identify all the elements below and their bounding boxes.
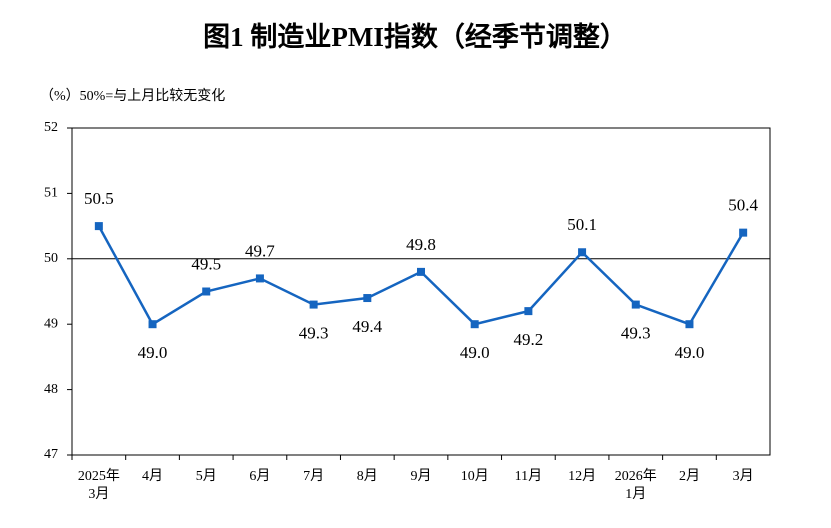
point: [631, 300, 640, 309]
y-tick-label: 50: [44, 251, 58, 266]
x-tick-label: 9月: [411, 468, 432, 484]
point: [739, 228, 748, 237]
x-tick-label: 12月: [568, 468, 596, 484]
chart-title: 图1 制造业PMI指数（经季节调整）: [203, 21, 627, 52]
x-tick-label: 2025年 3月: [78, 468, 120, 502]
x-tick-label: 7月: [303, 468, 324, 484]
point: [202, 287, 211, 296]
plot-frame: [71, 127, 771, 456]
data-label: 49.4: [352, 317, 382, 336]
data-label: 49.8: [406, 235, 436, 254]
point: [148, 320, 157, 329]
chart-subtitle: （%）50%=与上月比较无变化: [40, 88, 225, 104]
point: [685, 320, 694, 329]
x-tick-label: 3月: [733, 468, 754, 484]
point: [363, 294, 372, 303]
data-label: 49.5: [191, 254, 221, 273]
y-tick-label: 48: [44, 382, 58, 397]
data-label: 50.5: [84, 189, 114, 208]
data-label: 49.0: [675, 343, 705, 362]
data-label: 49.3: [621, 323, 651, 342]
data-label: 50.4: [728, 196, 758, 215]
point: [309, 300, 318, 309]
y-tick-label: 51: [44, 186, 58, 201]
point: [524, 307, 533, 316]
y-tick-label: 49: [44, 316, 58, 331]
data-label: 50.1: [567, 215, 597, 234]
x-tick-label: 4月: [142, 468, 163, 484]
data-label: 49.0: [138, 343, 168, 362]
point: [417, 267, 425, 276]
x-tick-label: 11月: [515, 468, 542, 484]
y-tick-label: 47: [44, 447, 58, 462]
point: [470, 320, 479, 329]
x-tick-label: 8月: [357, 468, 378, 484]
data-label: 49.0: [460, 343, 490, 362]
x-tick-label: 2026年 1月: [615, 468, 657, 502]
data-label: 49.3: [299, 323, 329, 342]
x-tick-label: 10月: [461, 468, 489, 484]
data-label: 49.7: [245, 241, 275, 260]
data-label: 49.2: [514, 330, 544, 349]
point: [578, 248, 587, 257]
x-tick-label: 6月: [249, 468, 270, 484]
y-tick-label: 52: [44, 120, 58, 135]
x-tick-label: 2月: [679, 468, 700, 484]
point: [255, 274, 264, 283]
x-tick-label: 5月: [196, 468, 217, 484]
point: [94, 222, 103, 231]
